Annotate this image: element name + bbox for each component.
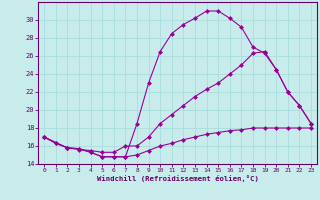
X-axis label: Windchill (Refroidissement éolien,°C): Windchill (Refroidissement éolien,°C) (97, 175, 259, 182)
